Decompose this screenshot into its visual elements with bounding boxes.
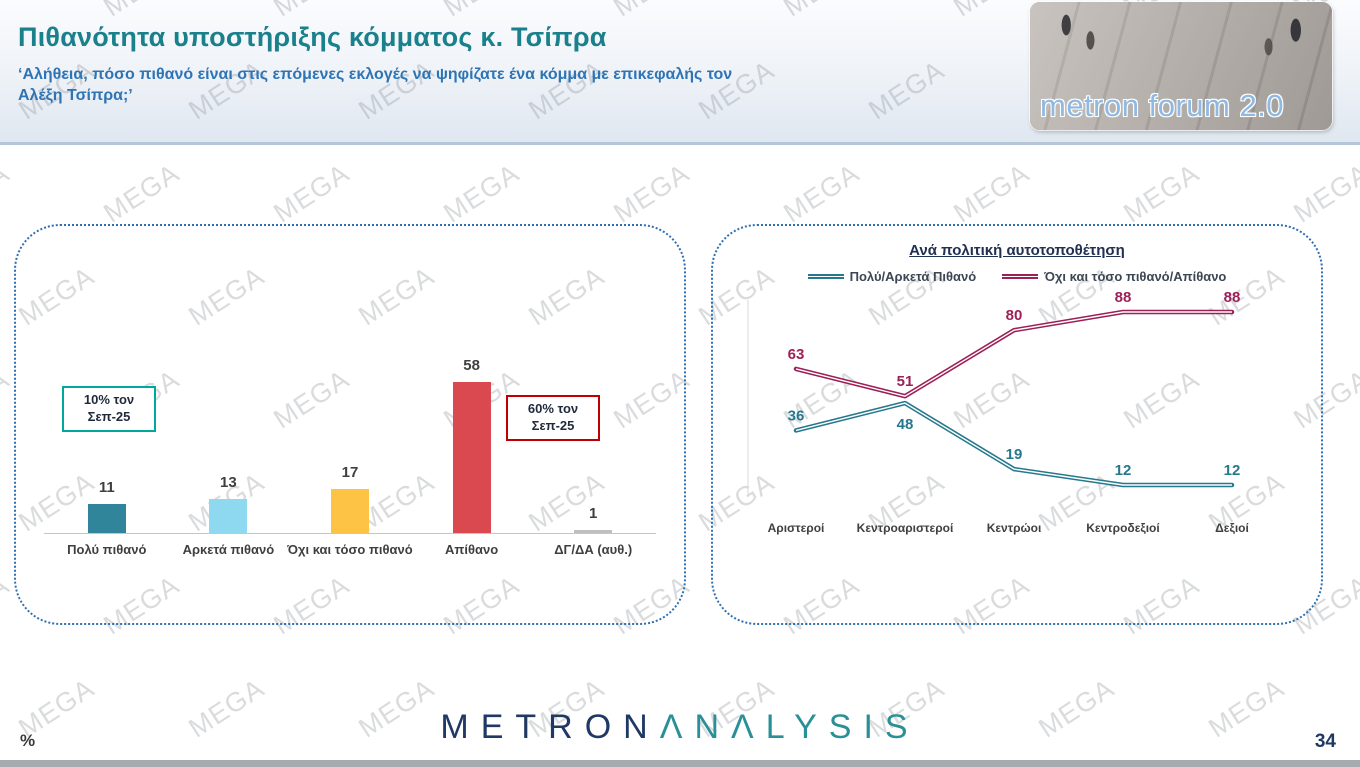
callout-sep25-60: 60% τον Σεπ-25 [506,395,600,441]
x-axis-label: Κεντροδεξιοί [1086,521,1159,535]
legend-swatch-unlikely [1002,274,1039,279]
legend-item-likely: Πολύ/Αρκετά Πιθανό [807,269,977,284]
watermark-text: MEGA [0,569,15,641]
line-value-label: 88 [1224,292,1241,306]
bar-2 [331,488,369,533]
line-series-0 [793,400,1235,488]
watermark-text: MEGA [608,157,695,229]
line-value-label: 36 [788,407,805,424]
line-series-0-highlight [795,402,1232,486]
line-value-label: 12 [1115,462,1132,479]
line-chart-panel: Ανά πολιτική αυτοτοποθέτηση Πολύ/Αρκετά … [711,224,1323,625]
callout-text: 60% τον Σεπ-25 [527,401,579,433]
bar-1 [209,499,248,533]
line-value-label: 19 [1006,446,1023,463]
page-subtitle: ‘Αλήθεια, πόσο πιθανό είναι στις επόμενε… [18,66,733,105]
line-series-1-highlight [795,311,1232,397]
line-value-label: 88 [1115,292,1132,306]
watermark-text: MEGA [1288,157,1360,229]
bar-category-label: Απίθανο [445,542,499,557]
watermark-text: MEGA [0,363,15,435]
page-number: 34 [1314,731,1336,752]
bar-value-label: 13 [220,474,237,492]
legend-swatch-likely [807,274,844,279]
metron-forum-logo: metron forum 2.0 [1030,2,1332,130]
bar-4 [574,530,613,533]
line-chart-svg: 36 48 19 12 12 63 51 80 88 88 Αριστεροί Κεντροαριστ… [747,292,1249,535]
legend-label-likely: Πολύ/Αρκετά Πιθανό [849,269,977,284]
line-value-label: 48 [897,416,914,433]
watermark-text: MEGA [1118,157,1205,229]
watermark-text: MEGA [268,157,355,229]
bar-chart-panel: 10% τον Σεπ-25 60% τον Σεπ-25 11 Πολύ πιθ… [14,224,686,625]
watermark-text: MEGA [438,157,525,229]
line-value-label: 51 [897,373,914,390]
line-chart-title: Ανά πολιτική αυτοτοποθέτηση [909,242,1125,259]
bar-category-label: Όχι και τόσο πιθανό [287,542,413,557]
bar-value-label: 1 [589,505,598,523]
watermark-text: MEGA [0,157,15,229]
line-value-label: 80 [1006,307,1023,324]
watermark-text: MEGA [98,157,185,229]
bar-value-label: 17 [341,463,359,481]
x-axis-label: Δεξιοί [1215,521,1249,535]
bar-chart-baseline [44,533,656,534]
bar-3 [452,382,491,533]
watermark-text: MEGA [948,157,1035,229]
bar-0 [87,504,126,533]
line-chart-legend: Πολύ/Αρκετά Πιθανό Όχι και τόσο πιθανό/Α… [713,269,1321,284]
page-title: Πιθανότητα υποστήριξης κόμματος κ. Τσίπρ… [18,22,607,52]
metron-analysis-logo: METRONΛNΛLYSIS [0,708,1360,747]
brand-metron: METRON [440,708,660,746]
x-axis-label: Κεντροαριστεροί [857,521,954,535]
callout-text: 10% τον Σεπ-25 [83,392,135,424]
x-axis-label: Κεντρώοι [987,521,1042,535]
callout-sep25-10: 10% τον Σεπ-25 [62,386,156,432]
logo-text: metron forum 2.0 [1040,88,1285,123]
bar-value-label: 58 [463,357,480,375]
bar-value-label: 11 [98,479,115,497]
watermark-text: MEGA [778,157,865,229]
brand-analysis: ΛNΛLYSIS [659,708,920,746]
bar-chart: 10% τον Σεπ-25 60% τον Σεπ-25 11 Πολύ πιθ… [16,226,684,623]
x-axis-label: Αριστεροί [768,521,825,535]
slide-bottom-edge [0,760,1360,767]
bar-category-label: ΔΓ/ΔΑ (αυθ.) [554,542,633,557]
logo-photo [1030,2,1332,130]
line-value-label: 12 [1224,462,1241,479]
line-series-1 [793,309,1235,399]
legend-item-unlikely: Όχι και τόσο πιθανό/Απίθανο [1002,269,1226,284]
line-value-label: 63 [788,346,805,363]
bar-category-label: Αρκετά πιθανό [182,542,275,557]
percent-label: % [20,731,36,750]
bar-category-label: Πολύ πιθανό [67,542,147,557]
legend-label-unlikely: Όχι και τόσο πιθανό/Απίθανο [1044,269,1227,284]
